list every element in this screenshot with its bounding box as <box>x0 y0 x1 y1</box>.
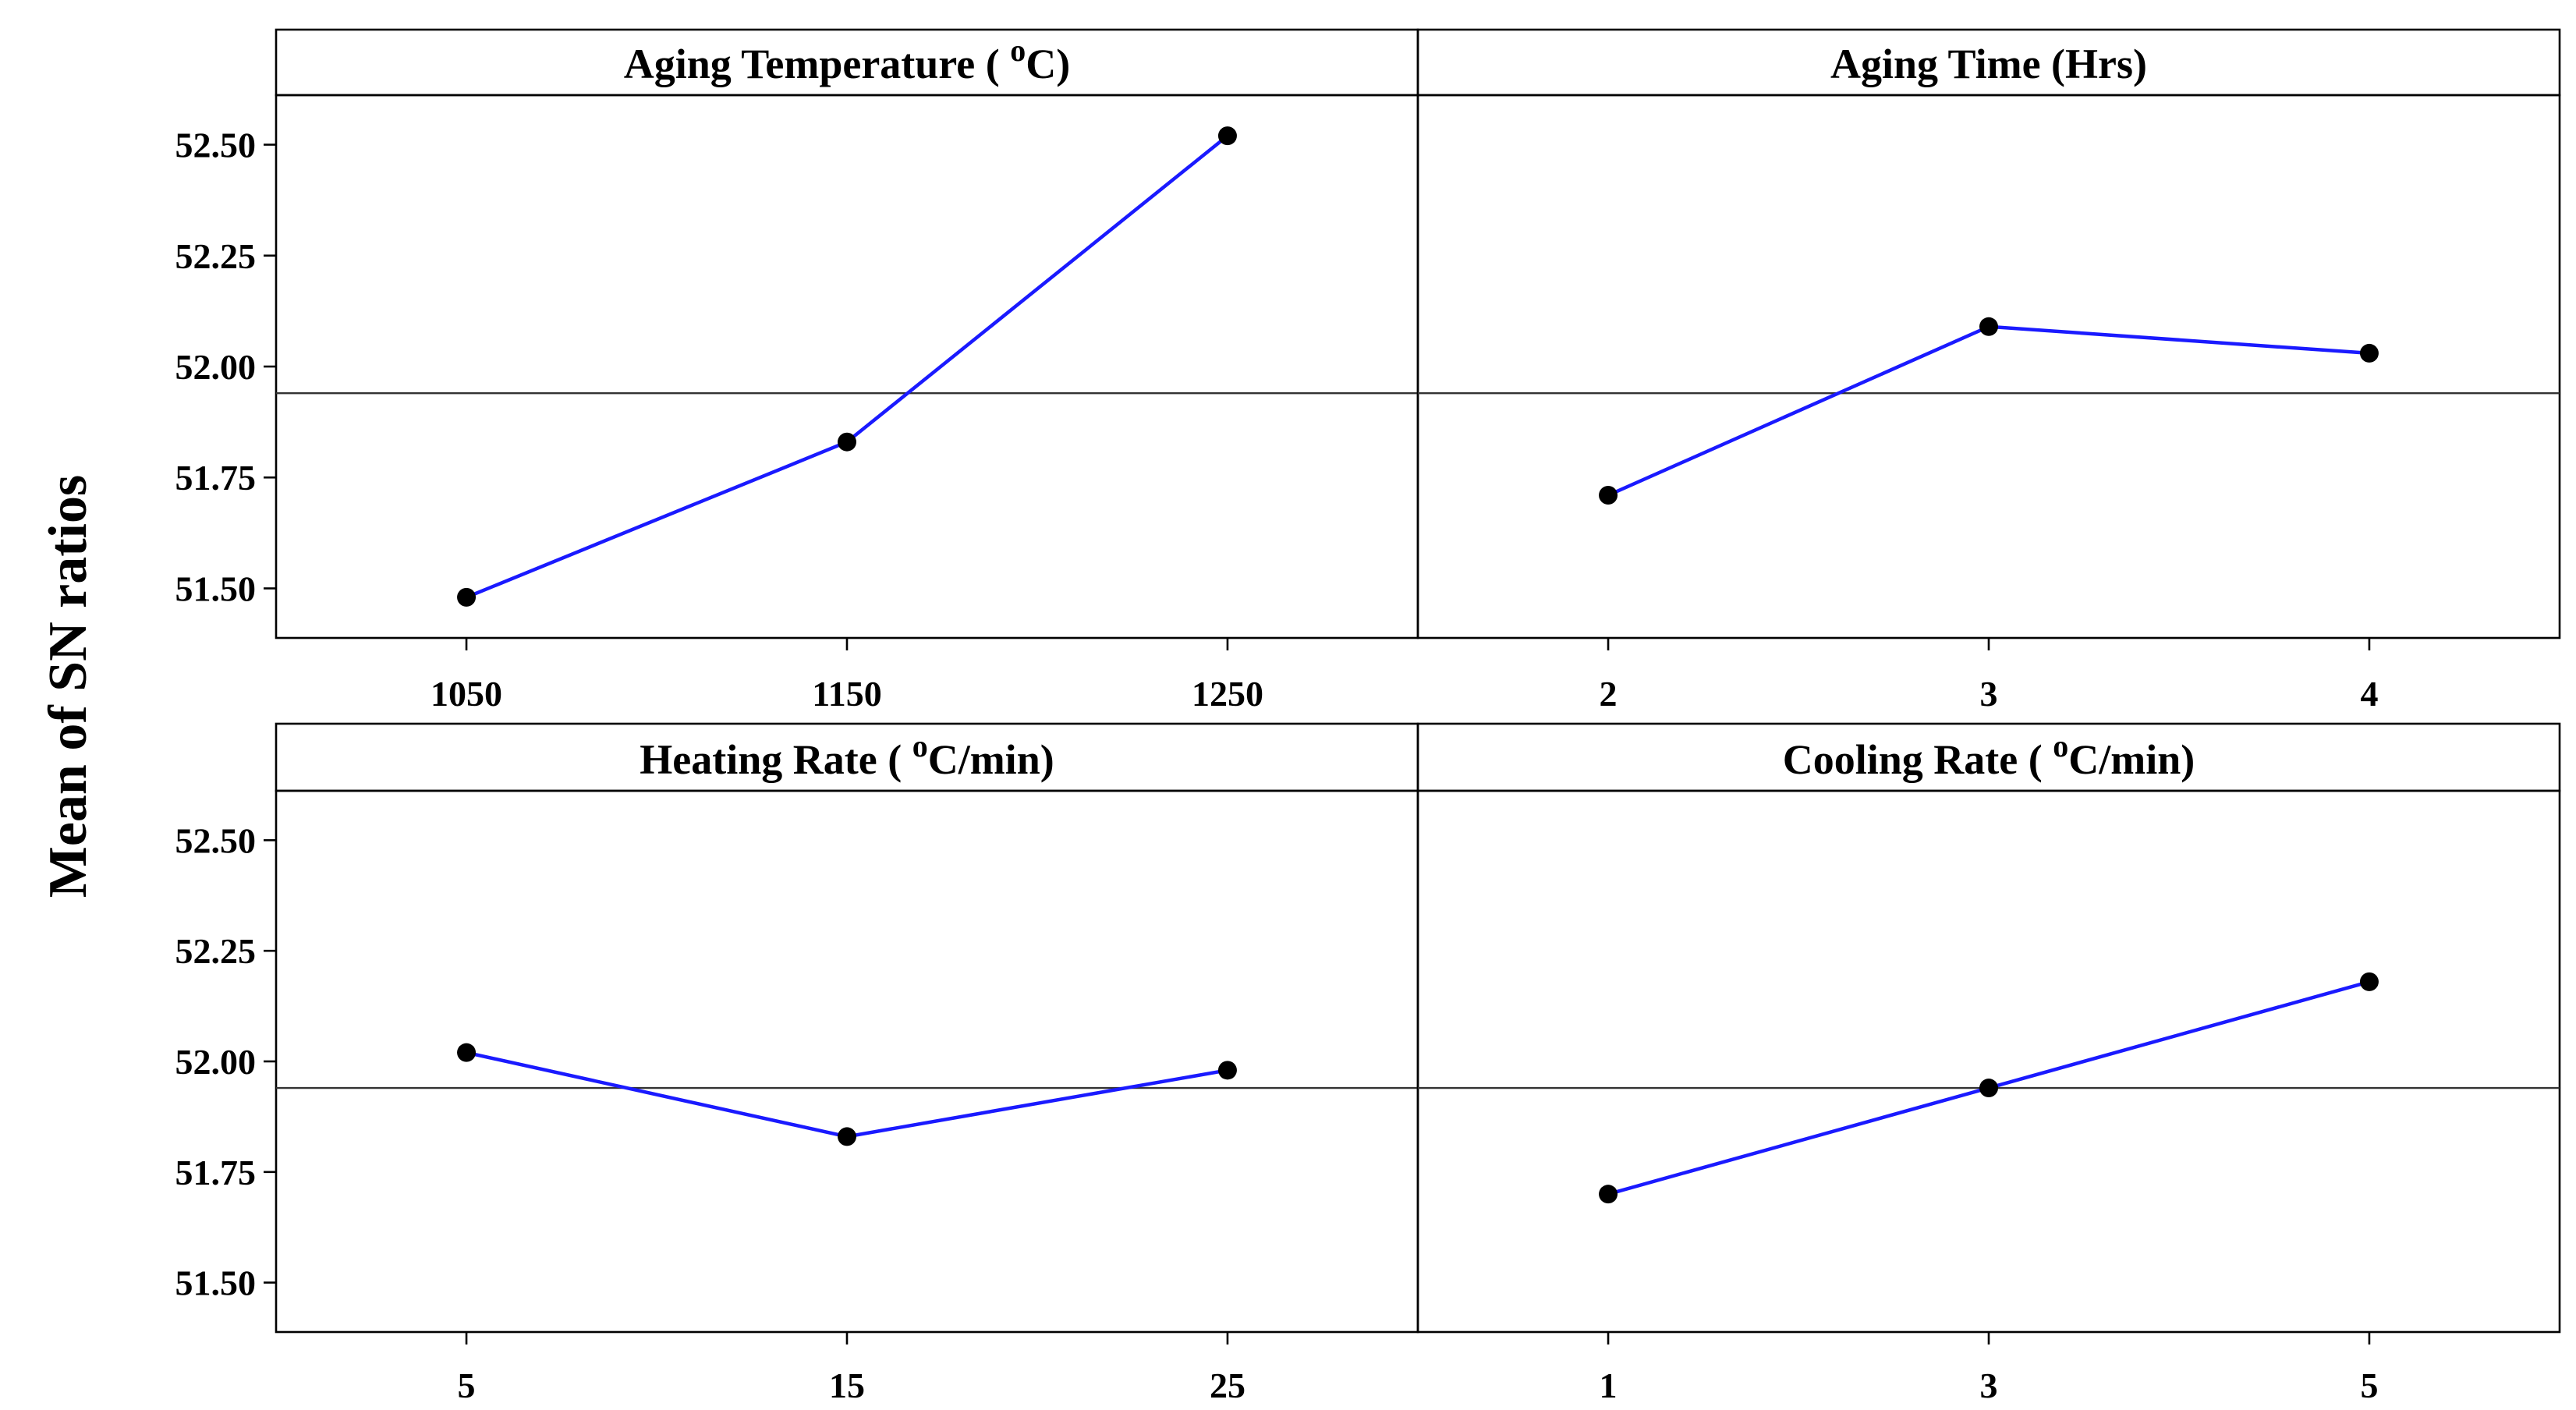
y-tick-label: 52.50 <box>175 126 257 165</box>
y-tick-label: 51.50 <box>175 569 257 608</box>
panel-2: Aging Time (Hrs) 2 3 4 <box>1416 28 2561 714</box>
x-tick-label: 3 <box>1980 674 1998 714</box>
data-point <box>2359 343 2379 363</box>
data-point <box>838 1127 856 1146</box>
panel-plot-area <box>275 789 1419 1334</box>
panel-title: Aging Temperature ( oC) <box>624 33 1070 87</box>
y-tick-label: 51.50 <box>175 1263 257 1303</box>
x-tick-label: 1250 <box>1192 674 1263 714</box>
x-tick-label: 1050 <box>431 674 502 714</box>
x-tick-label: 1150 <box>812 674 881 714</box>
x-tick-label: 3 <box>1980 1366 1998 1405</box>
data-point <box>1599 1185 1618 1204</box>
x-tick-label: 1 <box>1600 1366 1618 1405</box>
data-point <box>1979 1079 1998 1098</box>
y-tick-label: 52.00 <box>175 347 257 387</box>
x-tick-label: 2 <box>1600 674 1618 714</box>
y-axis-label: Mean of SN ratios <box>38 475 98 898</box>
panel-1: Aging Temperature ( oC) 51.50 51.75 52.00 52… <box>175 28 1419 714</box>
panel-plot-area <box>275 94 1419 639</box>
y-tick-label: 52.00 <box>175 1042 257 1082</box>
y-tick-label: 52.25 <box>175 931 257 971</box>
data-point <box>1217 1061 1237 1080</box>
panels: Aging Temperature ( oC)51.5051.7552.0052… <box>175 28 2561 1405</box>
series-line <box>466 134 1229 599</box>
data-point <box>838 432 856 452</box>
data-point <box>1217 126 1237 146</box>
panel-title: Aging Time (Hrs) <box>1830 41 2147 87</box>
data-point <box>457 1043 477 1062</box>
data-point <box>457 587 477 607</box>
x-tick-label: 5 <box>458 1366 476 1405</box>
x-tick-label: 4 <box>2360 674 2378 714</box>
panel-4: Cooling Rate ( oC/min) 1 3 5 <box>1416 722 2561 1405</box>
series-line <box>1607 324 2370 498</box>
y-tick-label: 52.50 <box>175 820 257 860</box>
y-tick-label: 51.75 <box>175 1153 257 1192</box>
x-tick-label: 15 <box>829 1366 865 1405</box>
x-tick-label: 25 <box>1210 1366 1245 1405</box>
data-point <box>1979 317 1998 336</box>
panel-title: Heating Rate ( oC/min) <box>640 728 1054 783</box>
series-line <box>466 1050 1228 1139</box>
panel-plot-area <box>1416 94 2561 639</box>
panel-plot-area <box>1416 789 2561 1334</box>
y-tick-label: 51.75 <box>175 458 257 498</box>
panel-3: Heating Rate ( oC/min) 51.50 51.75 52.00 52.… <box>175 722 1419 1405</box>
data-point <box>2359 972 2379 991</box>
x-tick-label: 5 <box>2360 1366 2378 1405</box>
data-point <box>1599 486 1618 505</box>
panel-title: Cooling Rate ( oC/min) <box>1783 728 2195 783</box>
y-tick-label: 52.25 <box>175 236 257 276</box>
